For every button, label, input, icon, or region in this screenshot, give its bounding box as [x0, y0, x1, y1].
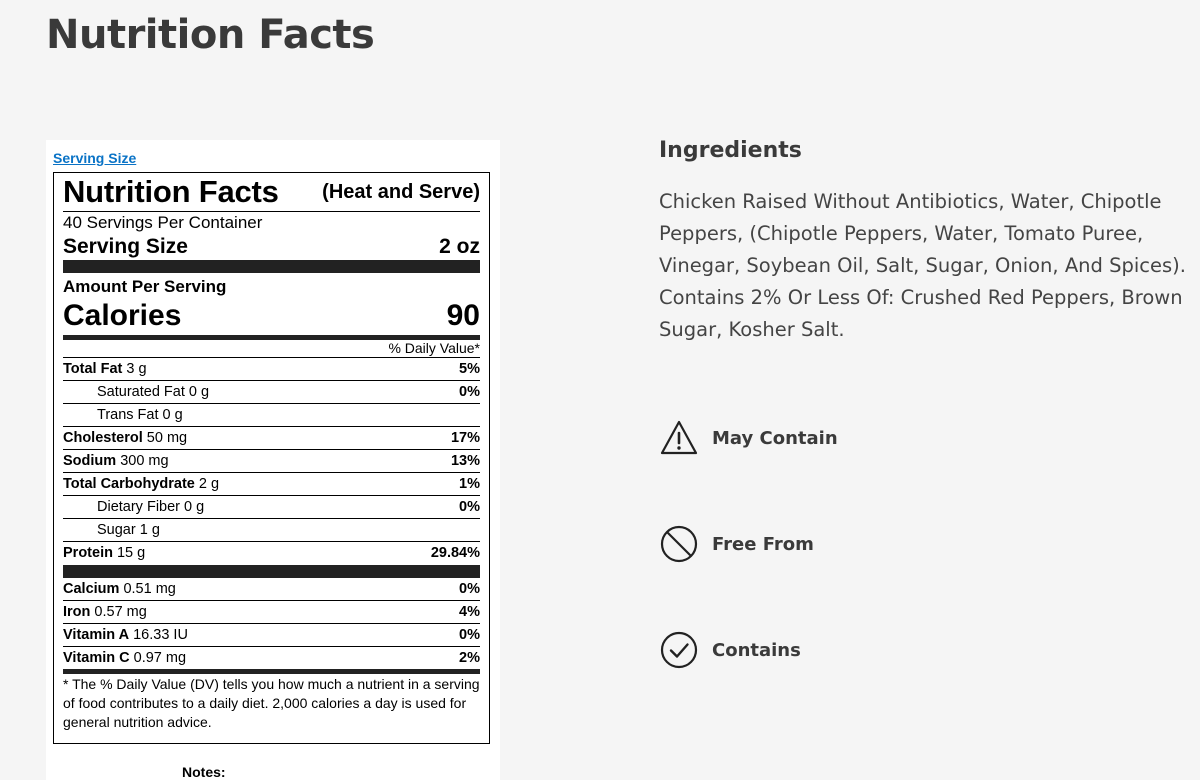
- vitamin-name: Vitamin A: [63, 627, 130, 643]
- notes-label: Notes:: [182, 764, 226, 780]
- daily-value-footnote: * The % Daily Value (DV) tells you how m…: [63, 676, 480, 730]
- nutrient-amount: 0 g: [184, 499, 205, 515]
- vitamin-dv: 0%: [459, 581, 480, 597]
- nutrient-amount: 1 g: [139, 522, 160, 538]
- may-contain-label: May Contain: [712, 427, 838, 449]
- nutrient-row-sugar: Sugar 1 g: [63, 519, 480, 542]
- vitamin-amount: 0.51 mg: [123, 581, 176, 597]
- nutrient-dv: 13%: [450, 453, 480, 469]
- vitamin-row-vitamin-c: Vitamin C 0.97 mg 2%: [63, 647, 480, 669]
- nutrition-label-title: Nutrition Facts: [63, 174, 279, 209]
- contains-section: Contains: [659, 630, 801, 670]
- nutrient-row-dietary-fiber: Dietary Fiber 0 g 0%: [63, 496, 480, 519]
- ingredients-text: Chicken Raised Without Antibiotics, Wate…: [659, 190, 1186, 341]
- nutrient-name: Protein: [63, 545, 113, 561]
- divider-medium: [63, 669, 480, 674]
- page-title: Nutrition Facts: [46, 12, 375, 58]
- nutrient-row-sodium: Sodium 300 mg 13%: [63, 450, 480, 473]
- free-from-label: Free From: [712, 533, 814, 555]
- check-circle-icon: [660, 631, 698, 669]
- amount-per-serving: Amount Per Serving: [63, 277, 227, 296]
- vitamin-name: Iron: [63, 604, 91, 620]
- vitamin-amount: 0.97 mg: [133, 650, 187, 666]
- nutrient-amount: 3 g: [126, 361, 147, 377]
- serving-size-value: 2 oz: [439, 235, 480, 258]
- nutrient-name: Total Fat: [63, 361, 123, 377]
- nutrient-row-protein: Protein 15 g 29.84%: [63, 542, 480, 564]
- nutrition-panel: Serving Size Nutrition Facts (Heat and S…: [46, 140, 500, 780]
- nutrient-name: Trans Fat: [97, 407, 159, 423]
- serving-size-link[interactable]: Serving Size: [53, 150, 137, 166]
- nutrient-row-trans-fat: Trans Fat 0 g: [63, 404, 480, 427]
- serving-size-row: Serving Size 2 oz: [63, 233, 480, 260]
- may-contain-section: May Contain: [659, 418, 838, 458]
- nutrient-dv: 0%: [459, 384, 480, 400]
- vitamin-row-calcium: Calcium 0.51 mg 0%: [63, 578, 480, 601]
- nutrient-name: Cholesterol: [63, 430, 143, 446]
- nutrient-amount: 2 g: [198, 476, 220, 492]
- nutrient-name: Sugar: [97, 522, 136, 538]
- calories-label: Calories: [63, 299, 182, 332]
- nutrient-dv: 5%: [459, 361, 480, 377]
- vitamin-dv: 4%: [459, 604, 480, 620]
- vitamin-dv: 0%: [459, 627, 480, 643]
- nutrient-row-cholesterol: Cholesterol 50 mg 17%: [63, 427, 480, 450]
- free-from-section: Free From: [659, 524, 814, 564]
- nutrition-label-header: Nutrition Facts (Heat and Serve): [63, 173, 480, 212]
- nutrient-name: Sodium: [63, 453, 117, 469]
- prohibited-circle-icon: [660, 525, 698, 563]
- divider-thick: [63, 260, 480, 273]
- nutrient-name: Dietary Fiber: [97, 499, 180, 515]
- nutrient-amount: 0 g: [188, 384, 210, 400]
- warning-triangle-icon: [660, 420, 698, 455]
- vitamin-dv: 2%: [459, 650, 480, 666]
- nutrient-dv: 29.84%: [430, 545, 480, 561]
- vitamin-amount: 0.57 mg: [94, 604, 147, 620]
- nutrient-amount: 0 g: [162, 407, 183, 423]
- serving-size-label: Serving Size: [63, 235, 188, 258]
- calories-value: 90: [446, 299, 480, 332]
- vitamin-name: Calcium: [63, 581, 120, 597]
- nutrient-row-total-carbohydrate: Total Carbohydrate 2 g 1%: [63, 473, 480, 496]
- vitamin-row-vitamin-a: Vitamin A 16.33 IU 0%: [63, 624, 480, 647]
- nutrient-dv: 17%: [450, 430, 480, 446]
- daily-value-header: % Daily Value*: [63, 340, 480, 358]
- nutrient-name: Total Carbohydrate: [63, 476, 195, 492]
- nutrient-dv: 0%: [459, 499, 480, 515]
- divider-medium: [63, 335, 480, 340]
- nutrient-amount: 50 mg: [146, 430, 188, 446]
- nutrient-row-total-fat: Total Fat 3 g 5%: [63, 358, 480, 381]
- vitamin-name: Vitamin C: [63, 650, 130, 666]
- contains-label: Contains: [712, 639, 801, 661]
- nutrient-amount: 300 mg: [120, 453, 169, 469]
- nutrient-amount: 15 g: [116, 545, 146, 561]
- nutrient-row-saturated-fat: Saturated Fat 0 g 0%: [63, 381, 480, 404]
- nutrient-dv: 1%: [459, 476, 480, 492]
- nutrition-facts-label: Nutrition Facts (Heat and Serve) 40 Serv…: [53, 172, 490, 744]
- vitamin-amount: 16.33 IU: [133, 627, 188, 643]
- divider-thick: [63, 565, 480, 578]
- nutrient-name: Saturated Fat: [97, 384, 185, 400]
- calories-row: Calories 90: [63, 297, 480, 335]
- servings-per-container: 40 Servings Per Container: [63, 213, 263, 232]
- ingredients-title: Ingredients: [659, 138, 802, 163]
- vitamin-row-iron: Iron 0.57 mg 4%: [63, 601, 480, 624]
- nutrition-label-subtitle: (Heat and Serve): [322, 180, 480, 203]
